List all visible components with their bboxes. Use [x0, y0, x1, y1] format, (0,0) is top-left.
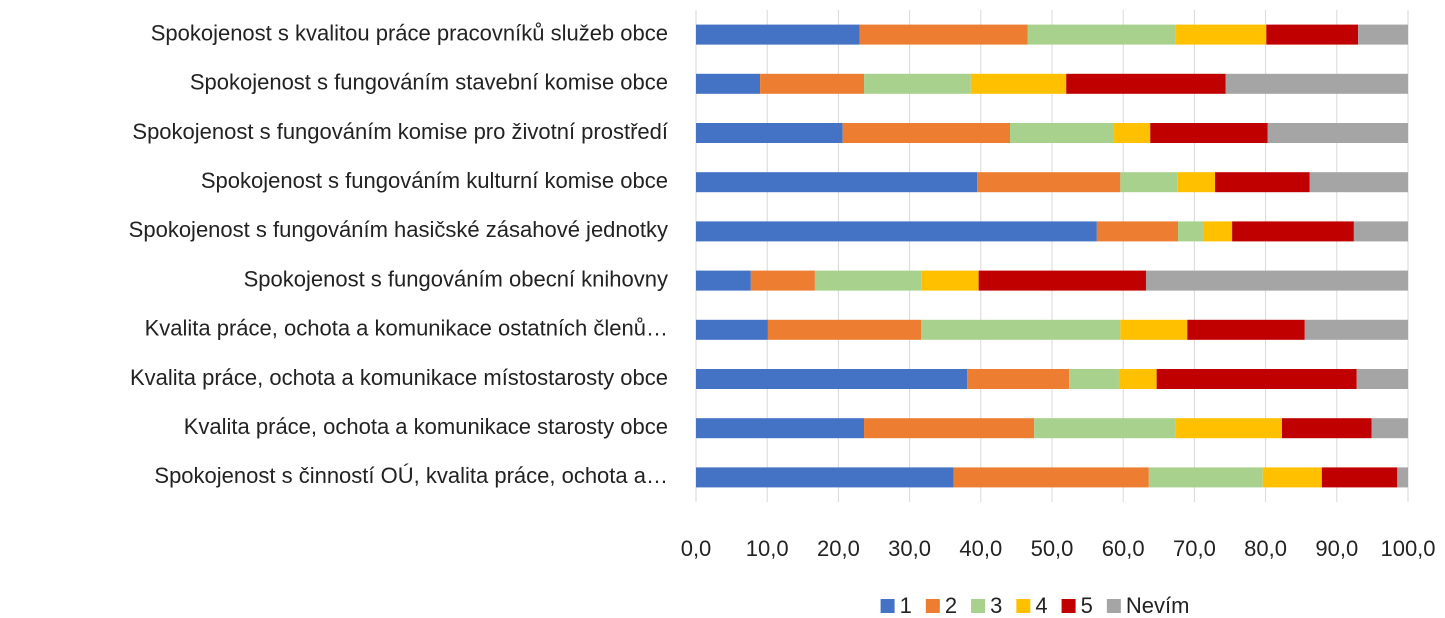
bar-segment	[696, 172, 978, 193]
x-tick-label: 70,0	[1173, 536, 1216, 561]
bar-segment	[1232, 221, 1354, 242]
y-tick-label: Spokojenost s kvalitou práce pracovníků …	[151, 20, 668, 45]
bar-segment	[1397, 467, 1408, 488]
bar-segment	[1187, 319, 1305, 340]
legend-swatch	[1106, 599, 1121, 613]
bar-segment	[977, 172, 1121, 193]
bar-segment	[920, 319, 1121, 340]
legend-swatch	[971, 599, 986, 613]
bar-segment	[1371, 418, 1408, 439]
bar-segment	[760, 73, 865, 94]
y-tick-label: Spokojenost s činností OÚ, kvalita práce…	[154, 463, 668, 488]
bar-segment	[1066, 73, 1226, 94]
bar-segment	[1034, 418, 1176, 439]
bar-segment	[859, 24, 1028, 45]
bar-segment	[1356, 369, 1408, 389]
bar-segment	[1145, 270, 1408, 291]
bar-segment	[1120, 319, 1188, 340]
bar-segment	[921, 270, 979, 291]
bar-segment	[696, 123, 843, 143]
bar-segment	[1156, 369, 1357, 389]
bar-segment	[1009, 123, 1114, 143]
legend-label: 4	[1035, 593, 1047, 618]
y-tick-label: Spokojenost s fungováním hasičské zásaho…	[129, 217, 668, 242]
bar-segment	[1096, 221, 1179, 242]
x-tick-label: 90,0	[1315, 536, 1358, 561]
bar-segment	[1069, 369, 1119, 389]
bar-segment	[1202, 221, 1233, 242]
bar-segment	[1309, 172, 1408, 193]
bar-segment	[767, 319, 921, 340]
bar-segment	[1353, 221, 1408, 242]
bar-segment	[1321, 467, 1398, 488]
legend-swatch	[1016, 599, 1031, 613]
y-tick-label: Spokojenost s fungováním komise pro živo…	[132, 119, 668, 144]
legend-swatch	[880, 599, 895, 613]
bar-segment	[953, 467, 1149, 488]
legend: 1 2 3 4 5 Nevím	[880, 593, 1190, 618]
bar-segment	[1175, 24, 1267, 45]
x-tick-label: 100,0	[1380, 536, 1435, 561]
legend-label: 3	[990, 593, 1002, 618]
y-tick-label: Kvalita práce, ochota a komunikace staro…	[184, 414, 668, 439]
bar-segment	[1215, 172, 1310, 193]
y-tick-label: Spokojenost s fungováním stavební komise…	[190, 70, 668, 95]
bar-segment	[967, 369, 1070, 389]
bar-segment	[1027, 24, 1176, 45]
x-tick-label: 10,0	[746, 536, 789, 561]
bar-segment	[1281, 418, 1372, 439]
x-tick-label: 30,0	[888, 536, 931, 561]
bar-segment	[970, 73, 1067, 94]
bar-segment	[1225, 73, 1408, 94]
x-tick-label: 50,0	[1031, 536, 1074, 561]
bar-segment	[1175, 418, 1282, 439]
bar-segment	[696, 319, 768, 340]
bar-segment	[696, 467, 954, 488]
legend-label: Nevím	[1126, 593, 1190, 618]
y-tick-label: Kvalita práce, ochota a komunikace místo…	[130, 365, 668, 390]
bar-segment	[1358, 24, 1408, 45]
bar-segment	[1150, 123, 1268, 143]
bar-segment	[696, 369, 968, 389]
bar-segment	[696, 221, 1097, 242]
bar-segment	[1266, 24, 1359, 45]
bar-segment	[842, 123, 1010, 143]
legend-label: 1	[900, 593, 912, 618]
bar-segment	[696, 270, 751, 291]
bar-segment	[1267, 123, 1408, 143]
y-tick-label: Spokojenost s fungováním kulturní komise…	[201, 168, 668, 193]
bar-segment	[696, 73, 761, 94]
bar-segment	[1120, 172, 1178, 193]
legend-swatch	[925, 599, 940, 613]
bar-segment	[696, 418, 865, 439]
bar-segment	[864, 418, 1035, 439]
bar-segment	[1113, 123, 1151, 143]
bar-segment	[1304, 319, 1408, 340]
bar-segment	[864, 73, 971, 94]
legend-label: 2	[945, 593, 957, 618]
bar-segment	[1178, 221, 1203, 242]
x-tick-label: 40,0	[959, 536, 1002, 561]
bar-segment	[696, 24, 860, 45]
x-tick-label: 80,0	[1244, 536, 1287, 561]
x-tick-label: 20,0	[817, 536, 860, 561]
y-tick-label: Spokojenost s fungováním obecní knihovny	[244, 266, 668, 291]
bar-segment	[814, 270, 922, 291]
bar-segment	[1262, 467, 1322, 488]
bar-segment	[1118, 369, 1157, 389]
x-tick-label: 0,0	[681, 536, 712, 561]
y-tick-label: Kvalita práce, ochota a komunikace ostat…	[145, 316, 668, 341]
bar-segment	[1148, 467, 1263, 488]
x-tick-label: 60,0	[1102, 536, 1145, 561]
legend-swatch	[1061, 599, 1076, 613]
legend-label: 5	[1081, 593, 1093, 618]
bar-segment	[750, 270, 815, 291]
bar-segment	[1177, 172, 1216, 193]
bar-segment	[978, 270, 1146, 291]
